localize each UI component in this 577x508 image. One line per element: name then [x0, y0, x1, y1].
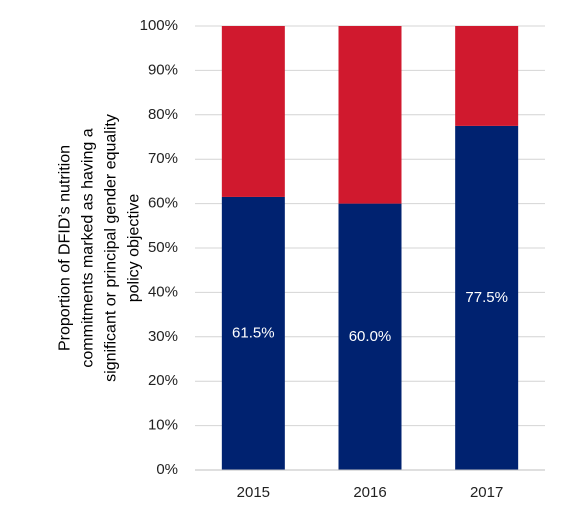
y-tick-label: 60% — [148, 195, 178, 212]
y-axis-label-line: significant or principal gender equality — [103, 114, 120, 382]
y-axis-label-line: Proportion of DFID’s nutrition — [57, 145, 74, 351]
bar-segment — [221, 196, 285, 470]
y-tick-label: 30% — [148, 328, 178, 345]
y-tick-label: 20% — [148, 372, 178, 389]
y-tick-label: 50% — [148, 239, 178, 256]
data-label: 61.5% — [232, 324, 275, 341]
x-tick-label: 2015 — [237, 484, 270, 501]
y-tick-label: 40% — [148, 283, 178, 300]
y-tick-label: 0% — [156, 461, 178, 478]
bar-segment — [455, 125, 519, 471]
data-label: 60.0% — [349, 328, 392, 345]
bar-segment — [221, 26, 285, 197]
bar-segment — [338, 203, 402, 470]
y-axis-label-line: commitments marked as having a — [80, 128, 97, 367]
y-axis-label-line: policy objective — [126, 194, 143, 303]
y-tick-label: 80% — [148, 106, 178, 123]
y-tick-label: 100% — [140, 17, 178, 34]
y-tick-label: 90% — [148, 61, 178, 78]
bar-segment — [338, 26, 402, 204]
y-tick-label: 10% — [148, 417, 178, 434]
data-label: 77.5% — [465, 289, 508, 306]
y-axis-label: Proportion of DFID’s nutrition commitment… — [57, 114, 143, 382]
bar-segment — [455, 26, 519, 126]
x-tick-label: 2016 — [353, 484, 386, 501]
y-tick-label: 70% — [148, 150, 178, 167]
x-tick-label: 2017 — [470, 484, 503, 501]
